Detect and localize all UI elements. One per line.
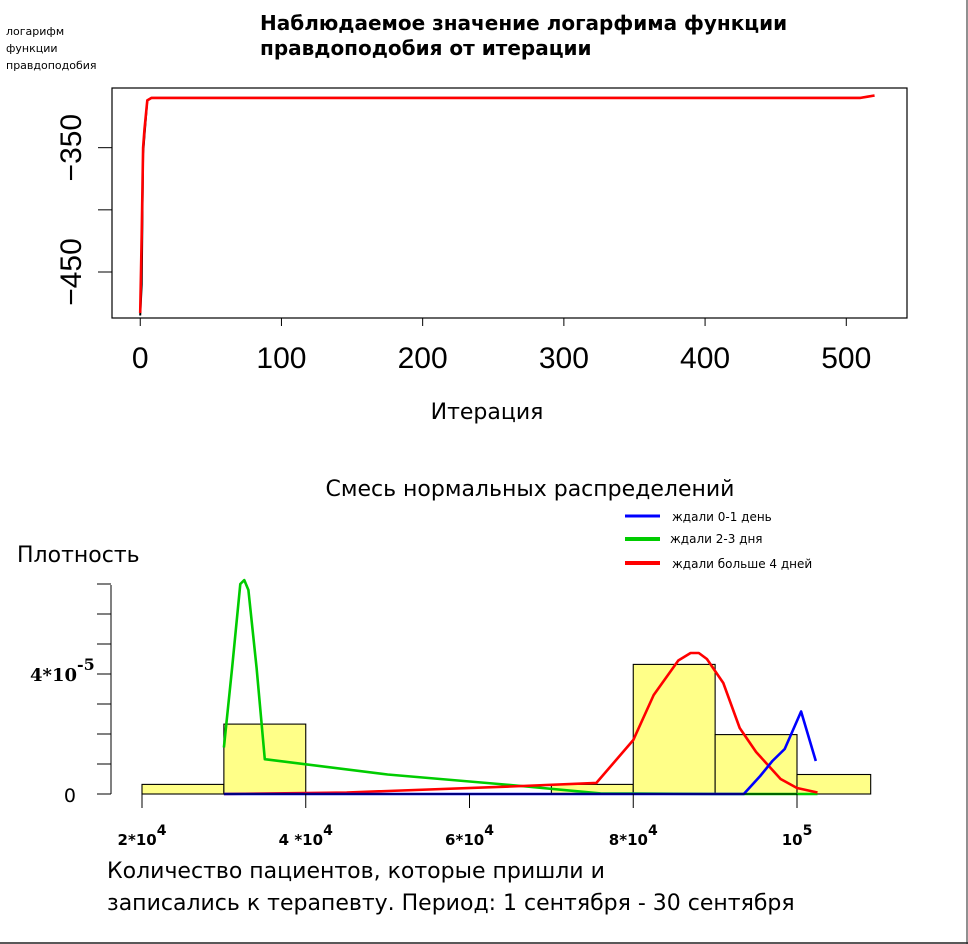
loglik-y-tick-label: −450 <box>55 238 88 306</box>
loglik-x-tick-label: 200 <box>398 342 448 375</box>
histogram-bar <box>796 773 872 795</box>
loglik-ylabel-line2: функции <box>6 42 58 55</box>
loglik-xlabel: Итерация <box>431 400 544 425</box>
mixture-x-tick-label-exp: 5 <box>803 823 813 839</box>
legend-label-1: ждали 2-3 дня <box>670 532 763 546</box>
loglik-series-line-0 <box>139 94 875 316</box>
mixture-x-tick-label: 105 <box>782 823 813 849</box>
loglik-title-line1: Наблюдаемое значение логарфима функции <box>260 11 787 35</box>
mixture-y-ticks <box>97 583 111 795</box>
mixture-x-axis: 2*104 4 *104 6*104 8*104 105 <box>118 793 813 849</box>
y-tick-label-4e-5: 4*10-5 <box>30 655 95 686</box>
mixture-x-ticks: 2*104 4 *104 6*104 8*104 105 <box>118 794 813 849</box>
mixture-y-axis: 0 4*10-5 <box>30 583 112 807</box>
histogram-bar <box>632 663 716 795</box>
mixture-x-tick-label-exp: 4 <box>484 823 494 839</box>
mixture-x-tick-label-base: 6*10 <box>445 831 484 849</box>
y-tick-label-4e-5-base: 4*10 <box>30 665 77 686</box>
loglik-plot-frame <box>111 87 908 319</box>
mixture-chart: Смесь нормальных распределений Плотность… <box>17 477 872 916</box>
mixture-x-tick-label: 8*104 <box>609 823 658 849</box>
loglik-y-tick-label: −350 <box>55 114 88 182</box>
loglik-chart: Наблюдаемое значение логарфима функции п… <box>6 11 908 425</box>
mixture-x-tick-label-exp: 4 <box>323 823 333 839</box>
mixture-x-tick-label: 6*104 <box>445 823 494 849</box>
loglik-ylabel-line1: логарифм <box>6 25 64 38</box>
mixture-ylabel: Плотность <box>17 543 140 568</box>
loglik-y-axis: −350 −450 <box>55 114 112 306</box>
mixture-x-tick-label-exp: 4 <box>157 823 167 839</box>
loglik-series-group <box>138 94 875 316</box>
mixture-x-tick-label-base: 8*10 <box>609 831 648 849</box>
loglik-series-line-1 <box>138 94 875 314</box>
histogram-bar <box>714 734 798 795</box>
mixture-x-tick-label-base: 4 *10 <box>279 831 323 849</box>
histogram-bar <box>141 783 225 795</box>
loglik-x-axis: 0 100 200 300 400 500 <box>132 318 871 375</box>
loglik-title-line2: правдоподобия от итерации <box>260 36 592 60</box>
legend-label-0: ждали 0-1 день <box>672 510 772 524</box>
loglik-x-tick-label: 0 <box>132 342 149 375</box>
mixture-x-tick-label-base: 2*10 <box>118 831 157 849</box>
loglik-ylabel-line3: правдоподобия <box>6 59 97 72</box>
mixture-x-tick-label-exp: 4 <box>648 823 658 839</box>
mixture-x-tick-label: 4 *104 <box>279 823 333 849</box>
loglik-x-tick-label: 300 <box>539 342 589 375</box>
y-tick-label-4e-5-exp: -5 <box>77 655 95 674</box>
mixture-x-tick-label-base: 10 <box>782 831 803 849</box>
histogram-bars <box>141 663 872 795</box>
loglik-x-tick-label: 500 <box>821 342 871 375</box>
loglik-x-tick-label: 100 <box>256 342 306 375</box>
legend: ждали 0-1 день ждали 2-3 дня ждали больш… <box>625 510 812 571</box>
mixture-xlabel-line2: записались к терапевту. Период: 1 сентяб… <box>107 891 795 916</box>
mixture-x-tick-label: 2*104 <box>118 823 167 849</box>
y-tick-label-zero: 0 <box>64 785 76 807</box>
mixture-title: Смесь нормальных распределений <box>326 477 735 502</box>
legend-label-2: ждали больше 4 дней <box>672 557 812 571</box>
loglik-x-tick-label: 400 <box>680 342 730 375</box>
mixture-xlabel-line1: Количество пациентов, которые пришли и <box>107 859 605 884</box>
